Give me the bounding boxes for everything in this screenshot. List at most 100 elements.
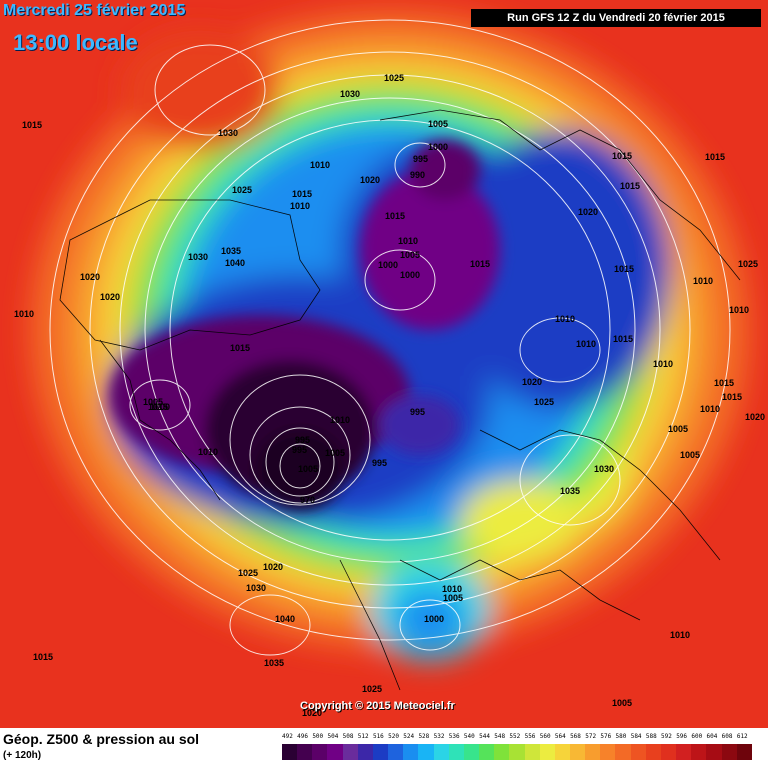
legend-label: 520: [388, 733, 399, 740]
pressure-label: 1000: [150, 402, 170, 412]
pressure-label: 995: [295, 435, 310, 445]
legend-swatch: [509, 744, 525, 760]
legend-swatch: [736, 744, 752, 760]
forecast-date: Mercredi 25 février 2015: [3, 2, 186, 19]
pressure-label: 1040: [225, 258, 245, 268]
legend-label: 552: [509, 733, 521, 740]
model-run-info: Run GFS 12 Z du Vendredi 20 février 2015: [471, 9, 761, 27]
pressure-label: 1005: [428, 119, 448, 129]
pressure-label: 1025: [738, 259, 758, 269]
pressure-label: 1015: [292, 189, 312, 199]
pressure-label: 995: [372, 458, 387, 468]
legend-label: 576: [600, 733, 612, 740]
pressure-label: 1010: [576, 339, 596, 349]
pressure-label: 1025: [384, 73, 404, 83]
legend-labels: 492 496 500 504 508 512 516 520 524 528 532 536 540 5…: [282, 733, 752, 743]
pressure-label: 1040: [275, 614, 295, 624]
legend-swatch: [676, 744, 692, 760]
footer-bar: Géop. Z500 & pression au sol (+ 120h) 49…: [0, 728, 768, 768]
pressure-label: 1020: [360, 175, 380, 185]
legend-label: 572: [585, 733, 597, 740]
pressure-label: 1005: [400, 250, 420, 260]
pressure-label: 1035: [264, 658, 284, 668]
pressure-label: 1015: [33, 652, 53, 662]
legend-label: 492: [282, 733, 293, 740]
legend-label: 568: [570, 733, 581, 740]
pressure-label: 1020: [263, 562, 283, 572]
pressure-label: 1030: [340, 89, 360, 99]
pressure-label: 1010: [442, 584, 462, 594]
pressure-label: 1015: [705, 152, 725, 162]
legend-label: 528: [418, 733, 430, 740]
pressure-label: 1010: [14, 309, 34, 319]
legend-swatch: [615, 744, 631, 760]
pressure-labels: 1015103010301025101010051000995990102010…: [14, 73, 765, 718]
pressure-label: 1010: [290, 201, 310, 211]
pressure-label: 1000: [378, 260, 398, 270]
legend-label: 536: [448, 733, 460, 740]
legend-swatch: [357, 744, 373, 760]
pressure-label: 1015: [612, 151, 632, 161]
legend-label: 560: [539, 733, 551, 740]
legend-swatch: [403, 744, 419, 760]
legend-swatch: [327, 744, 343, 760]
legend-swatch: [479, 744, 495, 760]
legend-label: 508: [342, 733, 354, 740]
pressure-label: 1010: [398, 236, 418, 246]
legend-swatch: [645, 744, 661, 760]
legend-swatch: [342, 744, 358, 760]
legend-label: 532: [433, 733, 445, 740]
legend-color-bar: [282, 744, 752, 760]
pressure-label: 995: [410, 407, 425, 417]
legend-label: 556: [524, 733, 536, 740]
pressure-label: 990: [410, 170, 425, 180]
legend-swatch: [494, 744, 510, 760]
legend-label: 612: [736, 733, 748, 740]
legend-swatch: [569, 744, 586, 760]
pressure-label: 995: [292, 445, 307, 455]
pressure-label: 1020: [80, 272, 100, 282]
pressure-label: 1015: [620, 181, 640, 191]
pressure-label: 1010: [310, 160, 330, 170]
legend-swatch: [554, 744, 570, 760]
weather-map: 1015103010301025101010051000995990102010…: [14, 10, 766, 718]
pressure-label: 1020: [302, 708, 322, 718]
legend-swatch: [524, 744, 540, 760]
legend-swatch: [282, 744, 298, 760]
pressure-label: 1020: [745, 412, 765, 422]
pressure-label: 1030: [188, 252, 208, 262]
pressure-label: 1015: [22, 120, 42, 130]
pressure-label: 1010: [653, 359, 673, 369]
legend-swatch: [660, 744, 677, 760]
copyright-text: Copyright © 2015 Meteociel.fr: [300, 700, 455, 712]
legend-swatch: [463, 744, 480, 760]
legend-swatch: [585, 744, 601, 760]
legend-swatch: [433, 744, 449, 760]
legend-swatch: [706, 744, 722, 760]
legend-label: 524: [403, 733, 415, 740]
pressure-label: 1000: [400, 270, 420, 280]
legend-swatch: [418, 744, 434, 760]
legend-label: 588: [645, 733, 657, 740]
pressure-label: 1010: [670, 630, 690, 640]
pressure-label: 995: [413, 154, 428, 164]
legend-swatch: [372, 744, 389, 760]
pressure-label: 1035: [560, 486, 580, 496]
pressure-label: 1020: [522, 377, 542, 387]
legend-label: 600: [691, 733, 703, 740]
pressure-label: 970: [300, 495, 315, 505]
legend-label: 580: [615, 733, 627, 740]
pressure-label: 1005: [143, 397, 163, 407]
pressure-label: 1000: [428, 142, 448, 152]
legend-label: 548: [494, 733, 506, 740]
pressure-label: 1015: [722, 392, 742, 402]
legend-label: 504: [327, 733, 339, 740]
pressure-label: 1005: [668, 424, 688, 434]
forecast-time: 13:00 locale: [13, 30, 138, 55]
pressure-label: 1030: [594, 464, 614, 474]
pressure-label: 1015: [470, 259, 490, 269]
pressure-label: 1020: [100, 292, 120, 302]
pressure-label: 1015: [714, 378, 734, 388]
pressure-label: 1025: [238, 568, 258, 578]
pressure-label: 1025: [362, 684, 382, 694]
